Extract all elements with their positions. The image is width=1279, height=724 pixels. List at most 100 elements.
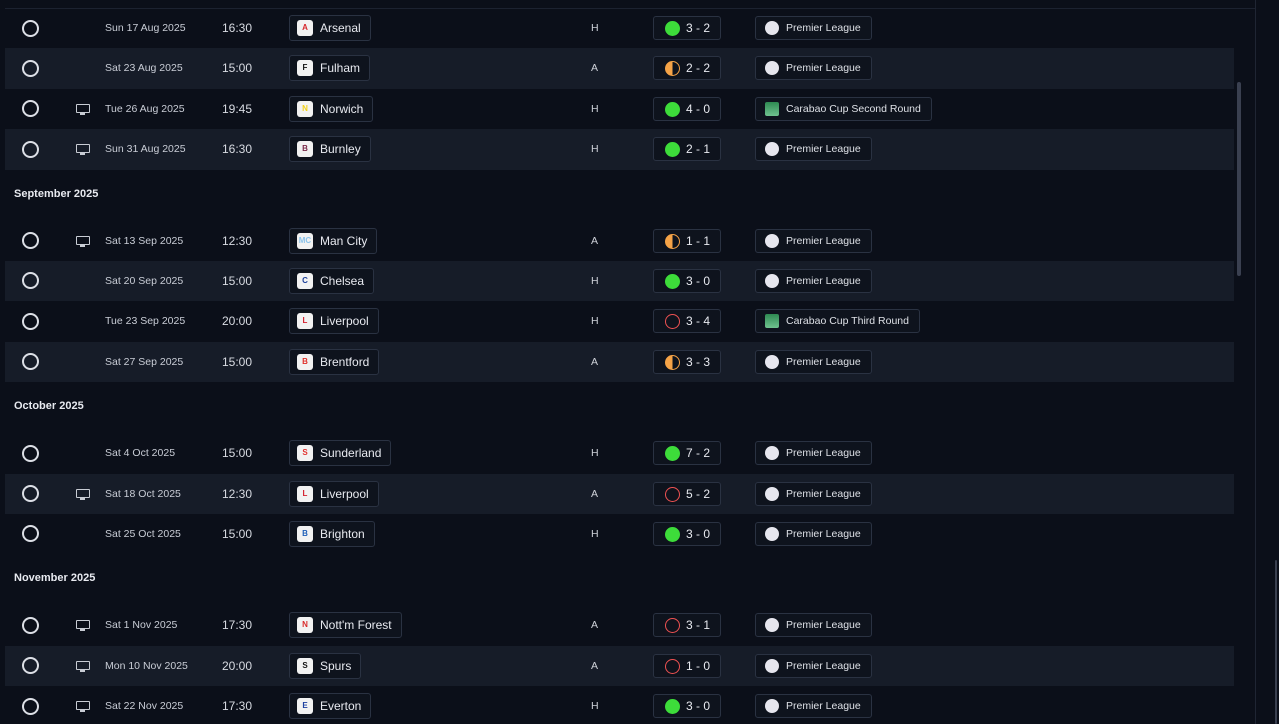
opponent-name: Everton	[320, 699, 362, 714]
select-circle-icon[interactable]	[22, 525, 39, 543]
competition-button[interactable]: Premier League	[755, 56, 872, 81]
fixture-row[interactable]: Sat 18 Oct 2025 12:30 L Liverpool A 5 - …	[5, 473, 1234, 514]
result-button[interactable]: 1 - 1	[653, 228, 722, 253]
opponent-button[interactable]: S Spurs	[289, 652, 362, 679]
premier-league-lion-icon	[765, 233, 779, 248]
carabao-cup-icon	[765, 314, 779, 329]
result-button[interactable]: 3 - 1	[653, 613, 722, 638]
fixture-row[interactable]: Sun 17 Aug 2025 16:30 A Arsenal H 3 - 2 …	[5, 8, 1234, 48]
result-button[interactable]: 3 - 3	[653, 349, 722, 374]
opponent-button[interactable]: C Chelsea	[289, 267, 375, 294]
premier-league-lion-icon	[765, 21, 779, 35]
fixture-row[interactable]: Sat 27 Sep 2025 15:00 B Brentford A 3 - …	[5, 341, 1234, 383]
competition-button[interactable]: Premier League	[755, 268, 872, 293]
select-circle-icon[interactable]	[22, 616, 39, 634]
result-button[interactable]: 2 - 1	[653, 137, 722, 162]
result-indicator-icon	[665, 101, 680, 117]
club-crest-icon: B	[297, 353, 313, 370]
select-circle-icon[interactable]	[22, 485, 39, 503]
month-header: October 2025	[5, 382, 1234, 433]
competition-name: Premier League	[786, 487, 861, 500]
kickoff-time: 16:30	[222, 21, 253, 35]
opponent-name: Chelsea	[320, 273, 365, 288]
venue: H	[591, 143, 599, 156]
competition-button[interactable]: Premier League	[755, 613, 872, 638]
score: 1 - 1	[686, 233, 711, 248]
month-header: November 2025	[5, 554, 1234, 605]
opponent-button[interactable]: N Nott'm Forest	[289, 612, 402, 639]
fixture-row[interactable]: Sat 22 Nov 2025 17:30 E Everton H 3 - 0 …	[5, 686, 1234, 724]
select-circle-icon[interactable]	[22, 312, 39, 330]
result-button[interactable]: 2 - 2	[653, 56, 722, 81]
select-circle-icon[interactable]	[22, 353, 39, 371]
fixture-row[interactable]: Sat 1 Nov 2025 17:30 N Nott'm Forest A 3…	[5, 605, 1234, 645]
result-button[interactable]: 3 - 0	[653, 521, 722, 546]
panel-edge	[1255, 0, 1256, 724]
fixture-row[interactable]: Sun 31 Aug 2025 16:30 B Burnley H 2 - 1 …	[5, 129, 1234, 170]
opponent-button[interactable]: A Arsenal	[289, 15, 371, 41]
opponent-button[interactable]: MC Man City	[289, 227, 378, 254]
competition-button[interactable]: Premier League	[755, 137, 872, 162]
competition-button[interactable]: Premier League	[755, 481, 872, 506]
select-circle-icon[interactable]	[22, 697, 39, 715]
select-circle-icon[interactable]	[22, 657, 39, 675]
fixture-row[interactable]: Sat 23 Aug 2025 15:00 F Fulham A 2 - 2 P…	[5, 48, 1234, 89]
opponent-button[interactable]: N Norwich	[289, 95, 374, 122]
tv-icon	[76, 660, 90, 672]
fixture-row[interactable]: Sat 13 Sep 2025 12:30 MC Man City A 1 - …	[5, 221, 1234, 261]
opponent-button[interactable]: B Brighton	[289, 520, 375, 547]
opponent-button[interactable]: S Sunderland	[289, 440, 392, 467]
competition-button[interactable]: Premier League	[755, 228, 872, 253]
club-crest-icon: L	[297, 313, 313, 330]
header-divider	[5, 8, 1255, 9]
competition-name: Premier League	[786, 700, 861, 713]
select-circle-icon[interactable]	[22, 100, 39, 118]
scrollbar-thumb[interactable]	[1237, 82, 1241, 276]
select-circle-icon[interactable]	[22, 140, 39, 158]
competition-name: Premier League	[786, 143, 861, 156]
competition-button[interactable]: Premier League	[755, 16, 872, 40]
opponent-button[interactable]: B Burnley	[289, 136, 371, 163]
result-button[interactable]: 5 - 2	[653, 481, 722, 506]
venue: A	[591, 234, 599, 247]
fixture-row[interactable]: Sat 25 Oct 2025 15:00 B Brighton H 3 - 0…	[5, 514, 1234, 554]
competition-button[interactable]: Premier League	[755, 441, 872, 466]
opponent-button[interactable]: E Everton	[289, 693, 372, 720]
club-crest-icon: F	[297, 60, 313, 77]
select-circle-icon[interactable]	[22, 272, 39, 290]
competition-button[interactable]: Premier League	[755, 694, 872, 719]
opponent-button[interactable]: B Brentford	[289, 348, 380, 375]
venue: A	[591, 619, 599, 632]
competition-button[interactable]: Carabao Cup Third Round	[755, 309, 920, 334]
result-button[interactable]: 3 - 2	[653, 16, 722, 40]
competition-button[interactable]: Carabao Cup Second Round	[755, 96, 932, 121]
competition-button[interactable]: Premier League	[755, 653, 872, 678]
result-button[interactable]: 1 - 0	[653, 653, 722, 678]
opponent-button[interactable]: F Fulham	[289, 55, 371, 82]
fixture-row[interactable]: Sat 4 Oct 2025 15:00 S Sunderland H 7 - …	[5, 433, 1234, 473]
score: 7 - 2	[686, 446, 711, 461]
opponent-button[interactable]: L Liverpool	[289, 480, 379, 507]
select-circle-icon[interactable]	[22, 444, 39, 462]
outer-scrollbar[interactable]	[1275, 560, 1277, 724]
result-button[interactable]: 3 - 4	[653, 309, 722, 334]
result-button[interactable]: 7 - 2	[653, 441, 722, 466]
result-button[interactable]: 3 - 0	[653, 268, 722, 293]
fixture-row[interactable]: Tue 26 Aug 2025 19:45 N Norwich H 4 - 0 …	[5, 89, 1234, 129]
competition-button[interactable]: Premier League	[755, 521, 872, 546]
result-indicator-icon	[665, 142, 680, 158]
competition-button[interactable]: Premier League	[755, 349, 872, 374]
select-circle-icon[interactable]	[22, 59, 39, 77]
score: 3 - 1	[686, 618, 711, 633]
opponent-button[interactable]: L Liverpool	[289, 308, 379, 335]
result-button[interactable]: 4 - 0	[653, 96, 722, 121]
select-circle-icon[interactable]	[22, 232, 39, 250]
select-circle-icon[interactable]	[22, 19, 39, 37]
result-button[interactable]: 3 - 0	[653, 694, 722, 719]
fixture-row[interactable]: Sat 20 Sep 2025 15:00 C Chelsea H 3 - 0 …	[5, 260, 1234, 302]
kickoff-time: 17:30	[222, 618, 253, 633]
score: 3 - 0	[686, 526, 711, 541]
fixture-row[interactable]: Mon 10 Nov 2025 20:00 S Spurs A 1 - 0 Pr…	[5, 645, 1234, 687]
fixture-row[interactable]: Tue 23 Sep 2025 20:00 L Liverpool H 3 - …	[5, 301, 1234, 341]
month-label: September 2025	[14, 187, 99, 200]
